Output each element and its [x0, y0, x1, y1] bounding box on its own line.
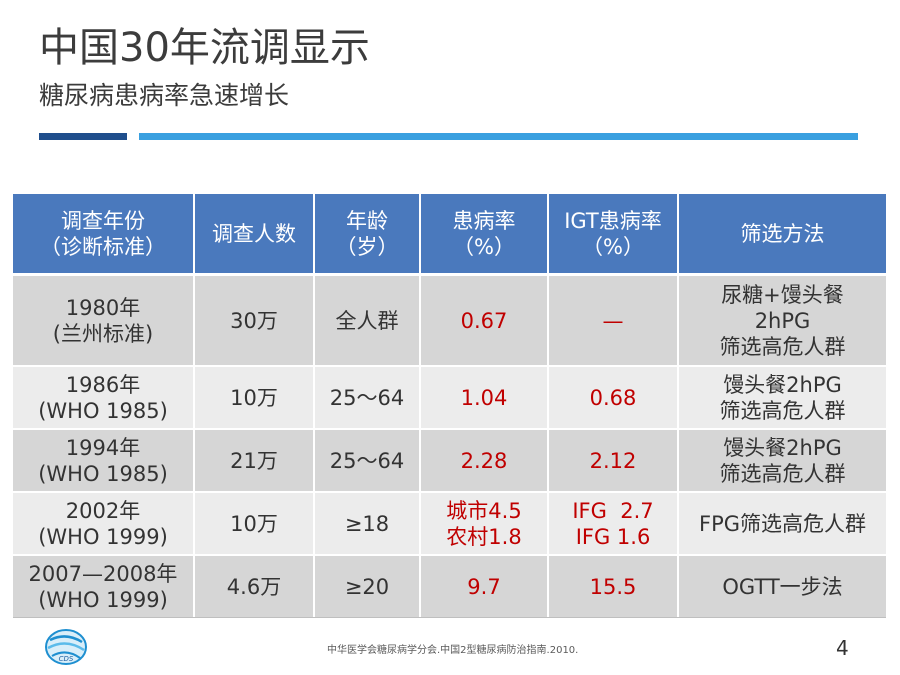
header-screening-method: 筛选方法	[679, 194, 886, 276]
cell-year: 2002年 (WHO 1999)	[13, 493, 195, 556]
cell-method: FPG筛选高危人群	[679, 493, 886, 556]
table-row: 2002年 (WHO 1999) 10万 ≥18 城市4.5 农村1.8 IFG…	[13, 493, 886, 556]
cell-age: ≥18	[315, 493, 421, 556]
cell-count: 30万	[195, 276, 315, 367]
cell-year: 2007—2008年 (WHO 1999)	[13, 556, 195, 619]
cell-method: 尿糖+馒头餐 2hPG 筛选高危人群	[679, 276, 886, 367]
cell-age: 25～64	[315, 430, 421, 493]
cell-prevalence: 2.28	[421, 430, 549, 493]
footer-divider	[13, 617, 886, 618]
cell-age: 25～64	[315, 367, 421, 430]
title-underline-dark	[39, 133, 127, 140]
table-row: 1986年 (WHO 1985) 10万 25～64 1.04 0.68 馒头餐…	[13, 367, 886, 430]
cell-prevalence: 1.04	[421, 367, 549, 430]
header-survey-year: 调查年份 （诊断标准）	[13, 194, 195, 276]
cell-count: 4.6万	[195, 556, 315, 619]
logo-text: CDS	[59, 655, 74, 663]
title-underline-light	[139, 133, 858, 140]
cds-logo: CDS	[44, 628, 88, 666]
cell-year: 1986年 (WHO 1985)	[13, 367, 195, 430]
cell-igt: 15.5	[549, 556, 679, 619]
slide-title: 中国30年流调显示	[39, 25, 370, 71]
header-prevalence: 患病率 （%）	[421, 194, 549, 276]
survey-table: 调查年份 （诊断标准） 调查人数 年龄 （岁） 患病率 （%） IGT患病率 （…	[13, 194, 886, 619]
cell-method: OGTT一步法	[679, 556, 886, 619]
cell-year: 1980年 (兰州标准)	[13, 276, 195, 367]
table-row: 2007—2008年 (WHO 1999) 4.6万 ≥20 9.7 15.5 …	[13, 556, 886, 619]
slide-subtitle: 糖尿病患病率急速增长	[39, 81, 290, 110]
header-survey-count: 调查人数	[195, 194, 315, 276]
cell-igt: 2.12	[549, 430, 679, 493]
cds-logo-icon: CDS	[45, 629, 87, 665]
cell-igt: IFG 2.7 IFG 1.6	[549, 493, 679, 556]
cell-year: 1994年 (WHO 1985)	[13, 430, 195, 493]
table-row: 1994年 (WHO 1985) 21万 25～64 2.28 2.12 馒头餐…	[13, 430, 886, 493]
table-row: 1980年 (兰州标准) 30万 全人群 0.67 — 尿糖+馒头餐 2hPG …	[13, 276, 886, 367]
cell-method: 馒头餐2hPG 筛选高危人群	[679, 367, 886, 430]
cell-count: 10万	[195, 367, 315, 430]
cell-prevalence: 0.67	[421, 276, 549, 367]
cell-age: 全人群	[315, 276, 421, 367]
table-header-row: 调查年份 （诊断标准） 调查人数 年龄 （岁） 患病率 （%） IGT患病率 （…	[13, 194, 886, 276]
citation: 中华医学会糖尿病学分会.中国2型糖尿病防治指南.2010.	[327, 645, 579, 656]
cell-method: 馒头餐2hPG 筛选高危人群	[679, 430, 886, 493]
cell-igt: —	[549, 276, 679, 367]
cell-igt: 0.68	[549, 367, 679, 430]
cell-count: 10万	[195, 493, 315, 556]
header-age: 年龄 （岁）	[315, 194, 421, 276]
cell-prevalence: 城市4.5 农村1.8	[421, 493, 549, 556]
cell-count: 21万	[195, 430, 315, 493]
cell-age: ≥20	[315, 556, 421, 619]
header-igt-prevalence: IGT患病率 （%）	[549, 194, 679, 276]
page-number: 4	[836, 636, 849, 660]
cell-prevalence: 9.7	[421, 556, 549, 619]
